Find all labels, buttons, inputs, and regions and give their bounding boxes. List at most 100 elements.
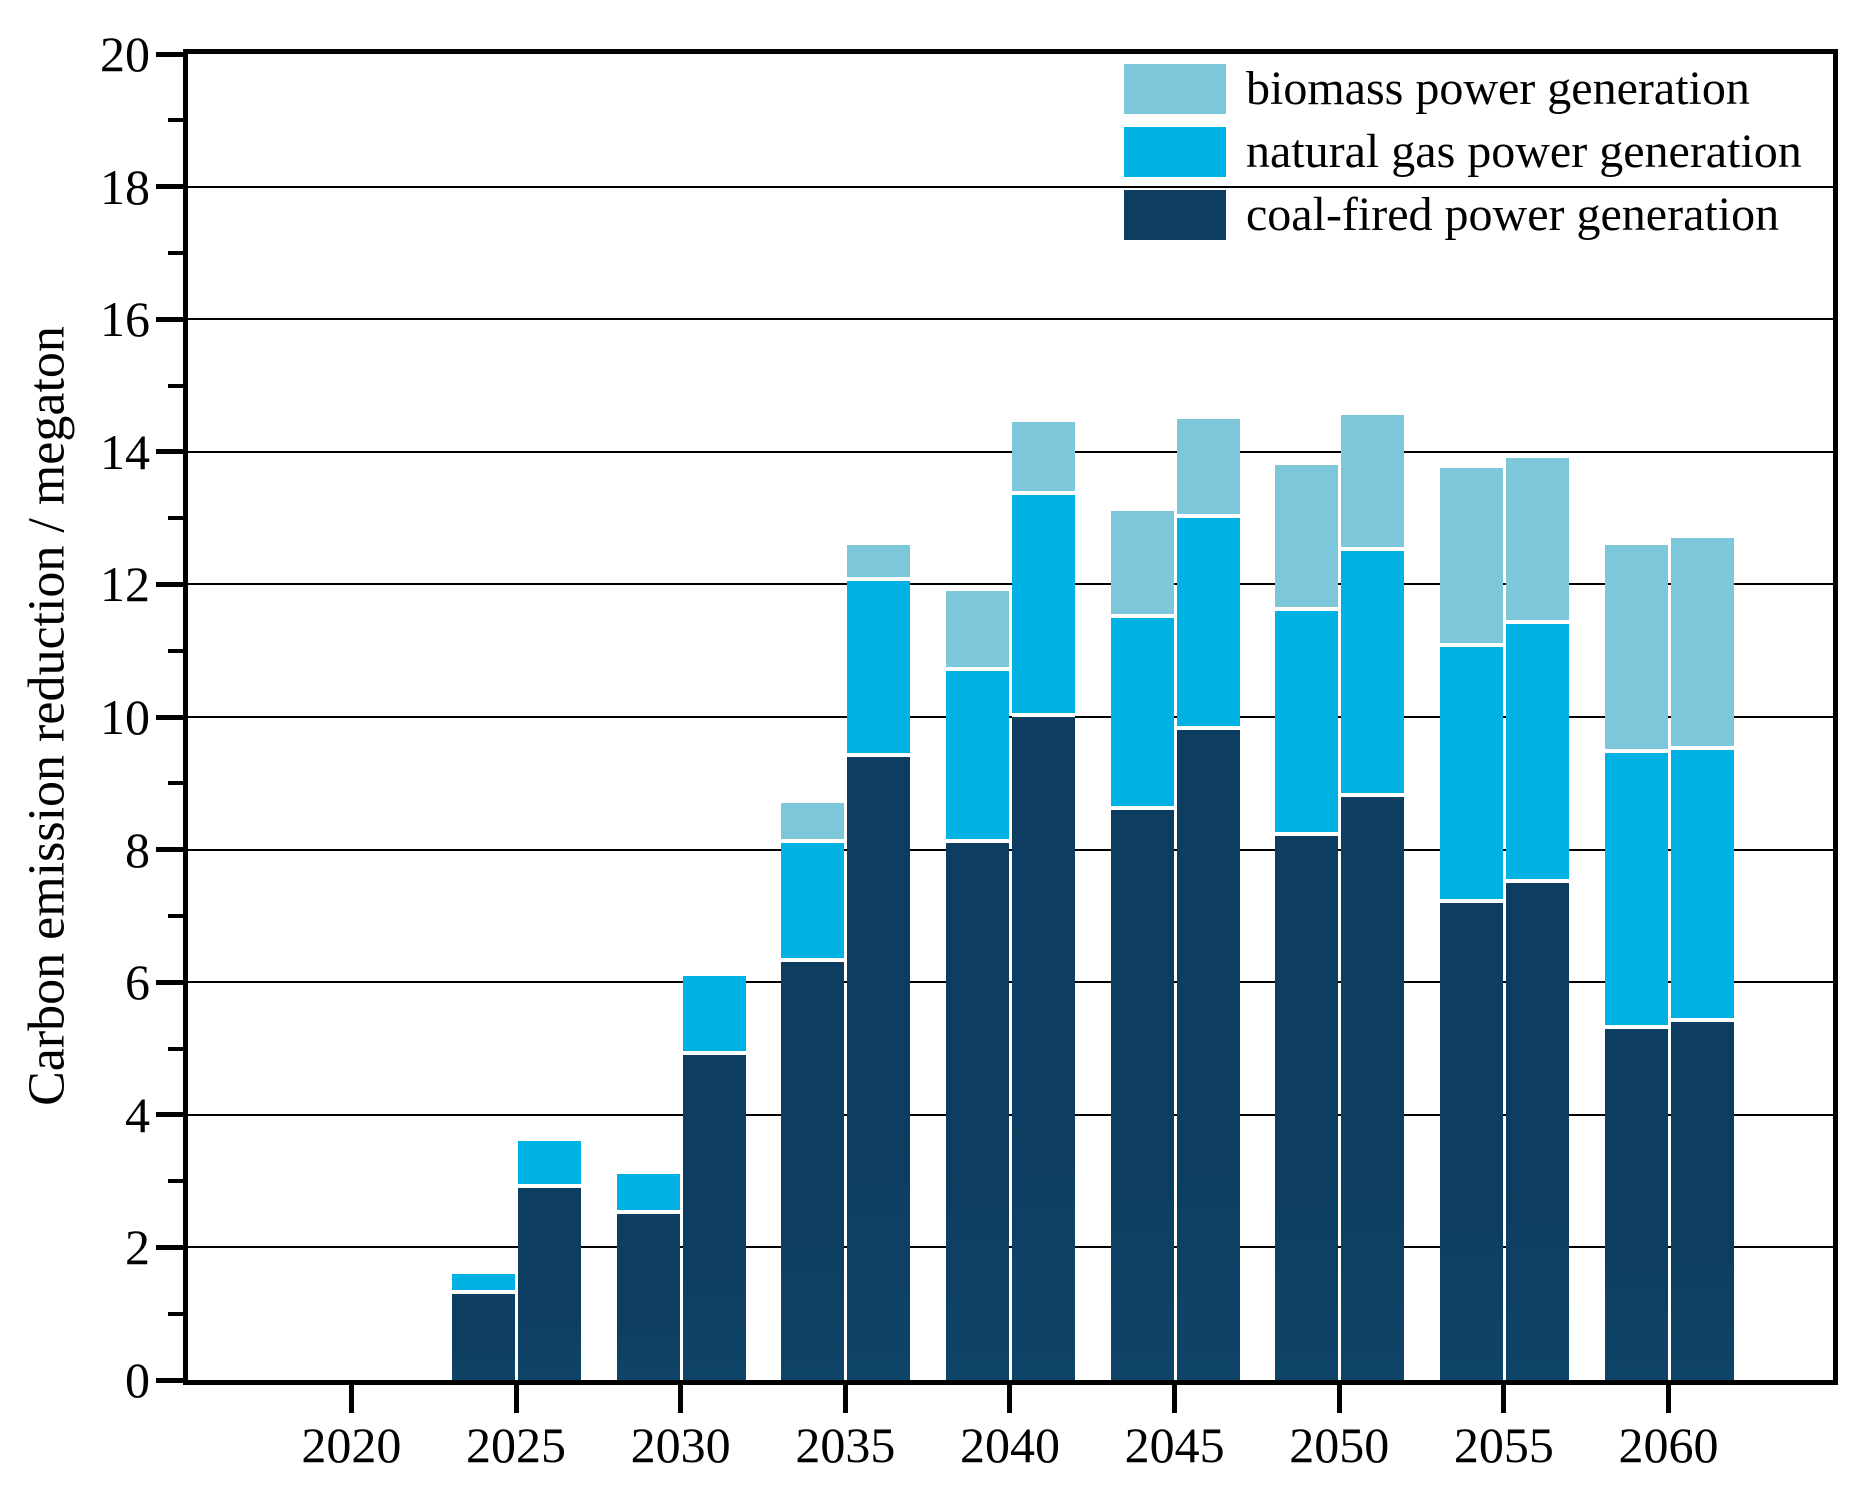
bar-segment-coal xyxy=(1604,1028,1668,1380)
x-tick-label: 2050 xyxy=(1289,1417,1390,1473)
bar-2055-a xyxy=(1439,468,1503,1380)
bar-segment-coal xyxy=(1341,796,1405,1380)
y-tick-label: 10 xyxy=(100,689,150,745)
bar-2030-b xyxy=(682,975,746,1380)
legend-swatch-biomass xyxy=(1124,64,1226,114)
bar-segment-gas xyxy=(1275,610,1339,837)
y-minor-tick xyxy=(168,913,186,918)
grid-line xyxy=(188,583,1833,586)
y-major-tick xyxy=(156,1112,186,1118)
bar-segment-gas xyxy=(1670,750,1734,1022)
bar-segment-biomass xyxy=(1341,415,1405,552)
y-minor-tick xyxy=(168,118,186,123)
bar-segment-gas xyxy=(1110,617,1174,810)
y-major-tick xyxy=(156,847,186,853)
y-minor-tick xyxy=(168,516,186,521)
bar-segment-coal xyxy=(1011,717,1075,1380)
bar-segment-coal xyxy=(616,1214,680,1380)
x-tick-label: 2060 xyxy=(1618,1417,1719,1473)
bar-segment-coal xyxy=(1110,809,1174,1380)
y-minor-tick xyxy=(168,1046,186,1051)
x-major-tick xyxy=(1666,1385,1672,1413)
x-tick-label: 2030 xyxy=(630,1417,731,1473)
legend-label-coal: coal-fired power generation xyxy=(1246,188,1780,241)
grid-line xyxy=(188,450,1833,453)
bar-segment-gas xyxy=(1439,647,1503,903)
bar-segment-coal xyxy=(1439,902,1503,1380)
bar-segment-gas xyxy=(1505,624,1569,883)
bar-segment-gas xyxy=(847,581,911,757)
bar-segment-biomass xyxy=(1110,511,1174,618)
x-major-tick xyxy=(1501,1385,1507,1413)
legend: biomass power generation natural gas pow… xyxy=(1124,64,1802,240)
x-tick-label: 2025 xyxy=(466,1417,567,1473)
bar-2040-b xyxy=(1011,421,1075,1380)
bar-2035-b xyxy=(847,544,911,1380)
bar-segment-biomass xyxy=(847,544,911,582)
bar-2050-a xyxy=(1275,465,1339,1380)
x-major-tick xyxy=(1007,1385,1013,1413)
y-tick-label: 0 xyxy=(125,1352,150,1408)
legend-label-natural-gas: natural gas power generation xyxy=(1246,125,1802,178)
bar-2045-b xyxy=(1176,418,1240,1380)
y-minor-tick xyxy=(168,1311,186,1316)
y-tick-label: 14 xyxy=(100,423,150,480)
bar-segment-biomass xyxy=(1670,538,1734,751)
bar-segment-gas xyxy=(1176,518,1240,731)
x-tick-label: 2040 xyxy=(959,1417,1060,1473)
bar-segment-coal xyxy=(945,842,1009,1380)
bar-2060-b xyxy=(1670,538,1734,1380)
x-major-tick xyxy=(678,1385,684,1413)
x-tick-label: 2045 xyxy=(1124,1417,1225,1473)
x-tick-label: 2055 xyxy=(1453,1417,1554,1473)
bar-segment-coal xyxy=(847,756,911,1380)
x-major-tick xyxy=(1336,1385,1342,1413)
y-minor-tick xyxy=(168,1179,186,1184)
legend-item-biomass: biomass power generation xyxy=(1124,64,1802,114)
x-major-tick xyxy=(348,1385,354,1413)
bar-segment-gas xyxy=(616,1174,680,1215)
y-major-tick xyxy=(156,1244,186,1250)
y-major-tick xyxy=(156,1377,186,1383)
bar-segment-coal xyxy=(682,1055,746,1380)
bar-segment-coal xyxy=(781,962,845,1380)
bar-segment-coal xyxy=(1670,1021,1734,1380)
bar-segment-gas xyxy=(518,1141,582,1188)
y-tick-label: 2 xyxy=(125,1219,150,1276)
x-major-tick xyxy=(513,1385,519,1413)
y-minor-tick xyxy=(168,648,186,653)
grid-line xyxy=(188,1246,1833,1249)
bar-segment-biomass xyxy=(1275,465,1339,611)
y-minor-tick xyxy=(168,250,186,255)
bar-segment-gas xyxy=(1604,753,1668,1029)
y-major-tick xyxy=(156,316,186,322)
y-minor-tick xyxy=(168,383,186,388)
y-major-tick xyxy=(156,581,186,587)
bar-2045-a xyxy=(1110,511,1174,1380)
y-tick-label: 18 xyxy=(100,158,150,215)
bar-segment-biomass xyxy=(1176,418,1240,519)
grid-line xyxy=(188,981,1833,984)
x-major-tick xyxy=(842,1385,848,1413)
bar-segment-coal xyxy=(1275,836,1339,1380)
bar-2055-b xyxy=(1505,458,1569,1380)
bar-segment-coal xyxy=(1176,730,1240,1380)
bar-2035-a xyxy=(781,803,845,1380)
y-minor-tick xyxy=(168,781,186,786)
y-tick-label: 8 xyxy=(125,821,150,878)
y-tick-label: 12 xyxy=(100,556,150,613)
plot-area xyxy=(183,49,1838,1385)
bar-segment-biomass xyxy=(1439,468,1503,648)
bar-segment-biomass xyxy=(1505,458,1569,625)
bar-segment-gas xyxy=(452,1273,516,1294)
bar-2040-a xyxy=(945,591,1009,1380)
y-tick-label: 6 xyxy=(125,954,150,1011)
bar-segment-coal xyxy=(452,1293,516,1380)
bar-segment-gas xyxy=(1011,494,1075,717)
y-major-tick xyxy=(156,714,186,720)
bar-2030-a xyxy=(616,1174,680,1380)
bar-2050-b xyxy=(1341,415,1405,1380)
bar-segment-coal xyxy=(1505,882,1569,1380)
y-major-tick xyxy=(156,51,186,57)
